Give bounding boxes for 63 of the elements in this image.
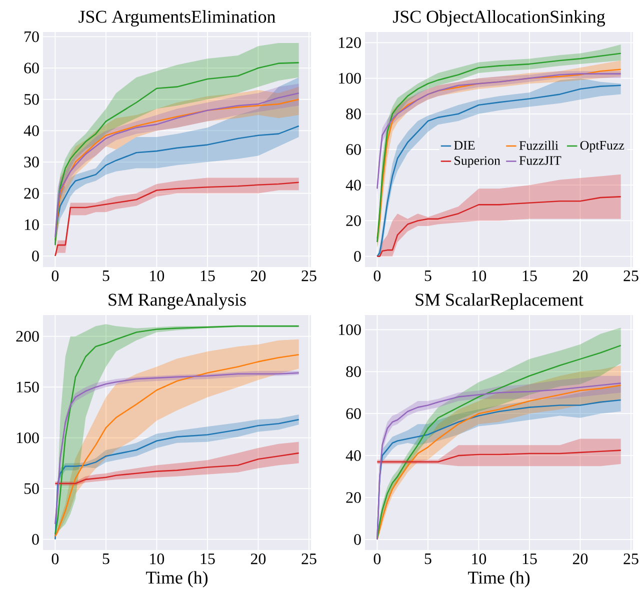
- x-tick-label: 0: [52, 270, 59, 282]
- x-axis-title: Time (h): [146, 571, 208, 588]
- x-tick-label: 5: [102, 270, 110, 282]
- legend-label: OptFuzz: [580, 140, 624, 152]
- x-tick-label: 5: [102, 554, 110, 564]
- x-tick-label: 5: [424, 554, 432, 564]
- y-tick-label: 80: [346, 108, 361, 120]
- x-tick-label: 20: [572, 270, 588, 282]
- x-tick-label: 20: [250, 554, 266, 564]
- x-tick-label: 20: [250, 270, 266, 282]
- y-tick-label: 60: [346, 144, 361, 155]
- x-tick-label: 5: [424, 270, 432, 282]
- x-tick-label: 20: [572, 554, 588, 564]
- y-tick-label: 60: [24, 62, 39, 74]
- y-tick-label: 0: [32, 250, 39, 262]
- y-tick-label: 60: [346, 408, 361, 419]
- chart-title: JSC ObjectAllocationSinking: [393, 10, 606, 27]
- y-tick-label: 0: [354, 534, 361, 545]
- y-tick-label: 40: [346, 450, 361, 461]
- chart-title: SM ScalarReplacement: [416, 293, 584, 310]
- x-tick-label: 15: [200, 554, 215, 564]
- legend-label: DIE: [454, 141, 475, 150]
- legend-label: Superion: [454, 156, 500, 168]
- y-tick-label: 30: [24, 156, 39, 168]
- x-tick-label: 10: [472, 270, 486, 282]
- legend-label: FuzzJIT: [519, 156, 562, 165]
- y-tick-label: 10: [24, 219, 39, 230]
- x-tick-label: 0: [374, 270, 381, 282]
- x-axis-title: Time (h): [468, 571, 530, 588]
- x-tick-label: 25: [302, 270, 316, 282]
- x-tick-label: 25: [624, 270, 638, 282]
- x-tick-label: 0: [374, 554, 381, 564]
- y-tick-label: 50: [24, 483, 39, 494]
- y-tick-label: 100: [338, 72, 361, 84]
- y-tick-label: 150: [16, 382, 39, 392]
- y-tick-label: 40: [24, 125, 39, 136]
- x-tick-label: 15: [200, 270, 215, 282]
- x-tick-label: 15: [522, 270, 537, 282]
- y-tick-label: 120: [338, 37, 361, 48]
- y-tick-label: 100: [338, 324, 361, 336]
- y-tick-label: 20: [24, 188, 39, 199]
- x-tick-label: 10: [150, 270, 164, 282]
- y-tick-label: 20: [346, 215, 361, 226]
- x-tick-label: 25: [624, 554, 638, 564]
- y-tick-label: 20: [346, 492, 361, 503]
- line-series: [54, 125, 300, 242]
- y-tick-label: 50: [24, 94, 39, 105]
- x-tick-label: 25: [302, 554, 316, 564]
- y-tick-label: 80: [346, 366, 361, 378]
- chart-title: SM RangeAnalysis: [108, 293, 246, 310]
- y-tick-label: 0: [32, 534, 39, 545]
- y-tick-label: 40: [346, 180, 361, 190]
- x-tick-label: 10: [472, 554, 486, 564]
- y-tick-label: 70: [24, 31, 39, 42]
- chart-title: JSC ArgumentsElimination: [78, 10, 276, 27]
- x-tick-label: 15: [522, 554, 537, 564]
- x-tick-label: 0: [52, 554, 59, 564]
- x-tick-label: 10: [150, 554, 164, 564]
- y-tick-label: 100: [16, 432, 39, 444]
- y-tick-label: 0: [354, 250, 361, 262]
- y-tick-label: 200: [16, 330, 39, 342]
- line-series: [376, 196, 622, 257]
- legend-label: Fuzzilli: [519, 140, 558, 150]
